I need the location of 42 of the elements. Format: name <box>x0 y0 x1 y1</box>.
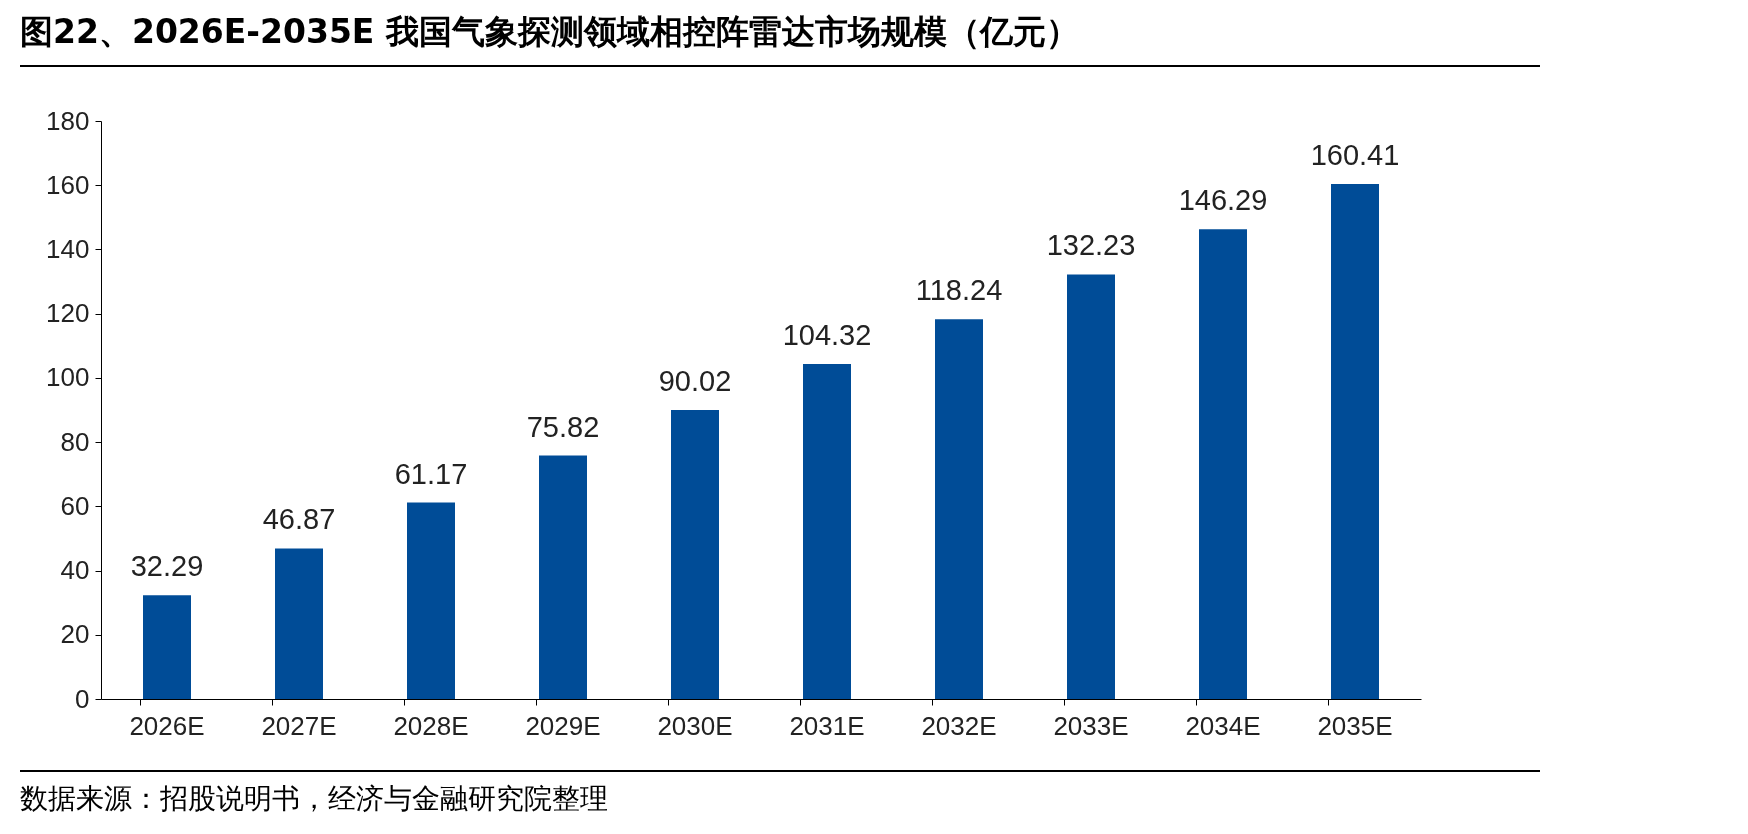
y-tick-label: 0 <box>75 683 90 714</box>
source-note: 数据来源：招股说明书，经济与金融研究院整理 <box>20 770 1540 818</box>
x-tick-label: 2032E <box>921 710 997 741</box>
data-label: 46.87 <box>262 503 336 536</box>
x-tick-label: 2033E <box>1053 710 1129 741</box>
data-label: 146.29 <box>1178 184 1268 217</box>
y-tick-label: 160 <box>46 169 90 200</box>
data-label: 32.29 <box>130 550 204 583</box>
chart-title: 图22、2026E-2035E 我国气象探测领域相控阵雷达市场规模（亿元） <box>20 10 1540 67</box>
bar <box>539 455 587 699</box>
bar <box>143 595 191 699</box>
x-tick-label: 2028E <box>393 710 469 741</box>
y-tick-label: 40 <box>60 555 90 586</box>
x-tick-label: 2035E <box>1317 710 1393 741</box>
bar <box>1331 183 1379 699</box>
y-tick-label: 60 <box>60 490 90 521</box>
y-tick-label: 180 <box>46 105 90 136</box>
bar <box>935 319 983 699</box>
y-tick-label: 80 <box>60 426 90 457</box>
bar <box>1199 229 1247 699</box>
x-tick-label: 2031E <box>789 710 865 741</box>
y-tick-label: 140 <box>46 233 90 264</box>
data-label: 90.02 <box>658 364 732 397</box>
x-tick-label: 2030E <box>657 710 733 741</box>
bar <box>671 409 719 699</box>
x-tick-label: 2027E <box>261 710 337 741</box>
bar <box>275 548 323 699</box>
x-tick-label: 2034E <box>1185 710 1261 741</box>
x-tick-label: 2029E <box>525 710 601 741</box>
y-tick-label: 20 <box>60 619 90 650</box>
data-label: 61.17 <box>394 457 468 490</box>
data-label: 118.24 <box>915 274 1003 307</box>
data-label: 104.32 <box>782 319 872 352</box>
data-label: 160.41 <box>1310 138 1400 171</box>
y-tick-label: 120 <box>46 298 90 329</box>
bar <box>1067 274 1115 699</box>
data-label: 75.82 <box>526 410 600 443</box>
bar <box>803 364 851 699</box>
bar <box>407 502 455 699</box>
data-label: 132.23 <box>1046 229 1136 262</box>
y-tick-label: 100 <box>46 362 90 393</box>
x-tick-label: 2026E <box>129 710 205 741</box>
